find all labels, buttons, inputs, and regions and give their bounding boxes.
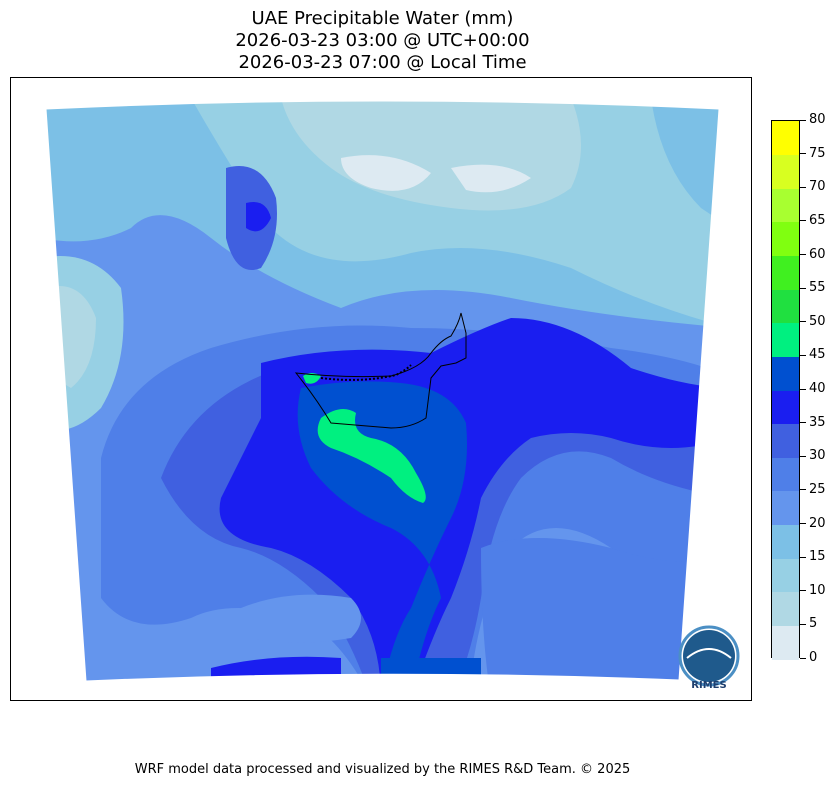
colorbar-tick — [800, 220, 806, 222]
colorbar-tick — [800, 623, 806, 625]
colorbar-segment — [772, 457, 799, 492]
colorbar-tick-label: 60 — [809, 246, 826, 262]
colorbar-tick — [800, 321, 806, 323]
colorbar — [771, 120, 800, 660]
field-45-50 — [317, 409, 426, 503]
colorbar-tick — [800, 523, 806, 524]
colorbar-tick-label: 75 — [809, 145, 826, 161]
colorbar-tick-label: 35 — [809, 414, 826, 430]
colorbar-tick — [800, 186, 806, 188]
colorbar-tick-label: 80 — [809, 112, 826, 127]
colorbar-tick — [800, 590, 806, 592]
colorbar-tick-label: 5 — [809, 616, 818, 632]
colorbar-tick — [800, 556, 806, 558]
colorbar-segment — [772, 390, 799, 425]
colorbar-tick-label: 50 — [809, 313, 826, 329]
colorbar-tick — [800, 354, 806, 356]
colorbar-segment — [772, 423, 799, 458]
colorbar-tick — [800, 153, 806, 155]
colorbar-tick-label: 65 — [809, 212, 826, 228]
map-panel: RIMES — [10, 77, 752, 701]
colorbar-segment — [772, 121, 799, 156]
field-north-darker — [246, 202, 271, 232]
colorbar-tick-label: 25 — [809, 481, 826, 497]
colorbar-segment — [772, 490, 799, 525]
colorbar-tick-label: 20 — [809, 515, 826, 531]
domain-edge — [45, 100, 720, 682]
colorbar-tick-label: 45 — [809, 347, 826, 363]
field-south-light — [241, 594, 361, 643]
colorbar-tick-label: 70 — [809, 179, 826, 195]
colorbar-tick-label: 40 — [809, 381, 826, 396]
colorbar-tick — [800, 287, 806, 289]
uae-border — [294, 312, 467, 429]
field-40-45 — [297, 381, 468, 681]
colorbar-tick — [800, 119, 806, 121]
colorbar-segment — [772, 255, 799, 290]
colorbar-segment — [772, 154, 799, 189]
colorbar-segment — [772, 356, 799, 391]
logo-text: RIMES — [691, 680, 726, 691]
local-time: 2026-03-23 07:00 @ Local Time — [238, 52, 527, 73]
colorbar-tick — [800, 489, 806, 491]
field-45-50-b — [303, 373, 321, 384]
colorbar-tick — [800, 422, 806, 424]
colorbar-tick-label: 10 — [809, 582, 826, 598]
colorbar-segment — [772, 289, 799, 324]
colorbar-segment — [772, 322, 799, 357]
colorbar-segment — [772, 524, 799, 559]
colorbar-tick — [800, 455, 806, 457]
precipitable-water-map: RIMES — [45, 100, 740, 691]
colorbar-tick — [800, 254, 806, 255]
map-title: UAE Precipitable Water (mm) — [251, 8, 514, 29]
colorbar-tick-label: 30 — [809, 448, 826, 464]
colorbar-tick-label: 55 — [809, 280, 826, 296]
footer-credit: WRF model data processed and visualized … — [134, 762, 631, 777]
colorbar-segment — [772, 625, 799, 660]
colorbar-segment — [772, 558, 799, 593]
field-0-5-b — [451, 164, 531, 193]
colorbar-tick-label: 15 — [809, 549, 826, 565]
colorbar-segment — [772, 591, 799, 626]
colorbar-tick-label: 0 — [809, 650, 818, 665]
colorbar-tick — [800, 657, 806, 659]
coast-islands — [320, 364, 412, 381]
colorbar-tick — [800, 388, 806, 390]
field-south-darkest — [381, 658, 481, 681]
colorbar-segment — [772, 221, 799, 256]
field-southeast — [481, 538, 719, 681]
rimes-logo: RIMES — [678, 625, 740, 691]
colorbar-segment — [772, 188, 799, 223]
utc-time: 2026-03-23 03:00 @ UTC+00:00 — [235, 30, 530, 51]
field-0-5-a — [341, 155, 431, 191]
